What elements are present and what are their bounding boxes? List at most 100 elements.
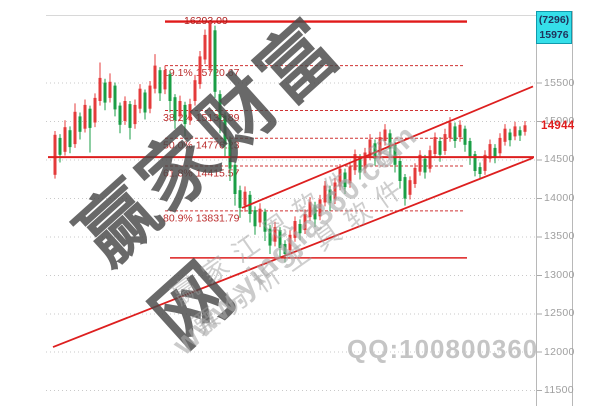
- candle-body: [453, 126, 457, 141]
- candle-body: [198, 56, 202, 85]
- candle: [178, 95, 182, 121]
- candle: [308, 197, 312, 221]
- candle-body: [343, 172, 347, 188]
- candle-body: [103, 82, 107, 103]
- candle: [118, 102, 122, 134]
- candle: [78, 112, 82, 140]
- candle: [473, 150, 477, 177]
- candle-body: [208, 23, 212, 69]
- candle-body: [508, 132, 512, 141]
- candle: [303, 209, 307, 235]
- candle: [113, 82, 117, 117]
- candle-body: [378, 137, 382, 155]
- fib-label: 80.9% 13831.79: [163, 212, 240, 224]
- candle-body: [93, 97, 97, 123]
- candle: [458, 120, 462, 142]
- y-axis-label: 12000: [544, 345, 575, 358]
- candle-body: [288, 234, 292, 251]
- candle-body: [358, 157, 362, 173]
- candle: [158, 67, 162, 102]
- candle-body: [123, 101, 127, 121]
- candle-body: [463, 128, 467, 145]
- candle-body: [338, 168, 342, 187]
- candle: [518, 126, 522, 141]
- y-axis-label: 14500: [544, 153, 575, 166]
- candle: [293, 216, 297, 242]
- candle-body: [268, 228, 272, 246]
- candle-body: [433, 137, 437, 154]
- candle: [193, 74, 197, 106]
- candle: [503, 124, 507, 146]
- candle-body: [368, 139, 372, 157]
- candle: [238, 185, 242, 218]
- candle-body: [158, 70, 162, 94]
- candle-body: [203, 34, 207, 60]
- candle: [363, 147, 367, 174]
- candle: [313, 201, 317, 228]
- candle-body: [173, 97, 177, 121]
- candle-body: [253, 210, 257, 227]
- candle: [513, 121, 517, 141]
- y-axis-label: 11500: [544, 384, 574, 397]
- candle: [208, 21, 212, 72]
- candle-body: [273, 227, 277, 242]
- current-price-tag: 14944: [541, 120, 575, 132]
- candle: [523, 121, 527, 136]
- candle-body: [468, 141, 472, 158]
- candle: [68, 126, 72, 154]
- candle-body: [363, 152, 367, 169]
- candle-body: [113, 85, 117, 110]
- candle-body: [53, 134, 57, 175]
- y-axis-label: 12500: [544, 307, 575, 320]
- candle: [168, 71, 172, 113]
- candle-body: [128, 104, 132, 128]
- candle: [253, 206, 257, 235]
- candle-body: [408, 180, 412, 195]
- candle-body: [458, 124, 462, 138]
- candle: [353, 149, 357, 175]
- candle-body: [373, 143, 377, 159]
- candle: [398, 157, 402, 189]
- candle: [213, 25, 217, 98]
- candle: [228, 136, 232, 181]
- candle-body: [413, 167, 417, 184]
- candle-body: [228, 139, 232, 169]
- candle: [463, 125, 467, 152]
- candle: [288, 230, 292, 255]
- candle: [318, 194, 322, 221]
- badge-value-1: (7296): [538, 14, 570, 26]
- fib-label: 50.0% 14776.23: [163, 140, 240, 152]
- candle: [338, 164, 342, 191]
- candle: [223, 112, 227, 157]
- candle: [278, 227, 282, 259]
- candle-body: [448, 122, 452, 138]
- candle: [433, 132, 437, 158]
- candle: [413, 163, 417, 188]
- candle-body: [163, 70, 167, 90]
- candle-body: [418, 154, 422, 172]
- candle-body: [328, 189, 332, 204]
- candle: [63, 120, 67, 156]
- y-axis-label: 15500: [544, 76, 575, 89]
- candle-body: [398, 161, 402, 181]
- candle-body: [278, 230, 282, 248]
- badge-value-2: 15976: [539, 29, 569, 41]
- candle-body: [513, 126, 517, 137]
- candles-layer[interactable]: [53, 21, 527, 263]
- candle: [268, 224, 272, 255]
- candle: [453, 122, 457, 148]
- candle-body: [188, 104, 192, 121]
- candle-body: [258, 208, 262, 223]
- candle-body: [428, 150, 432, 169]
- candle: [163, 65, 167, 95]
- candle: [423, 154, 427, 179]
- candle: [483, 150, 487, 175]
- candle-body: [98, 77, 102, 101]
- candle: [148, 81, 152, 114]
- candle-body: [233, 164, 237, 194]
- candle-body: [193, 80, 197, 101]
- y-axis-label: 13500: [544, 230, 575, 243]
- candle-body: [63, 127, 67, 152]
- fib-label: 61.8% 14415.57: [163, 167, 240, 179]
